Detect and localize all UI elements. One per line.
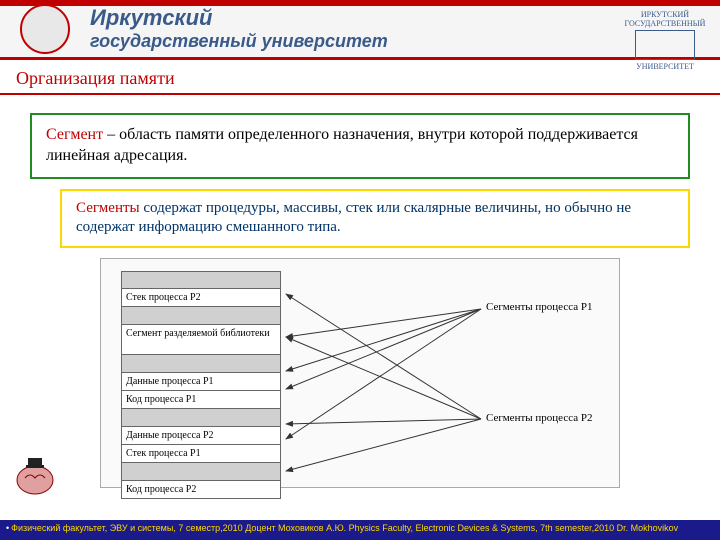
stack-row: Код процесса P1 bbox=[121, 391, 281, 409]
stack-row bbox=[121, 463, 281, 481]
logo-right-bottom-text: УНИВЕРСИТЕТ bbox=[620, 62, 710, 71]
footer-text: Физический факультет, ЭВУ и системы, 7 с… bbox=[11, 523, 678, 533]
logo-right-top-text: ИРКУТСКИЙ ГОСУДАРСТВЕННЫЙ bbox=[620, 10, 710, 28]
red-strip bbox=[0, 0, 720, 6]
stack-row: Сегмент разделяемой библиотеки bbox=[121, 325, 281, 355]
university-title: Иркутский государственный университет bbox=[90, 5, 388, 52]
stack-row bbox=[121, 355, 281, 373]
stack-row bbox=[121, 271, 281, 289]
section-title: Организация памяти bbox=[0, 60, 720, 95]
slide-footer: •Физический факультет, ЭВУ и системы, 7 … bbox=[0, 520, 720, 540]
uni-name-line1: Иркутский bbox=[90, 5, 388, 31]
memory-diagram: Стек процесса P2 Сегмент разделяемой библ… bbox=[100, 258, 620, 488]
stack-row: Стек процесса P1 bbox=[121, 445, 281, 463]
label-segments-p1: Сегменты процесса P1 bbox=[486, 301, 592, 313]
description-box: Сегменты содержат процедуры, массивы, ст… bbox=[60, 189, 690, 248]
memory-stack: Стек процесса P2 Сегмент разделяемой библ… bbox=[121, 271, 281, 499]
university-seal-icon bbox=[20, 4, 70, 54]
description-text: содержат процедуры, массивы, стек или ск… bbox=[76, 200, 631, 236]
stack-row bbox=[121, 307, 281, 325]
stack-row bbox=[121, 409, 281, 427]
description-keyword: Сегменты bbox=[76, 200, 140, 216]
slide-header: Иркутский государственный университет ИР… bbox=[0, 0, 720, 60]
footer-bullet-icon: • bbox=[6, 523, 9, 533]
stack-row: Данные процесса P1 bbox=[121, 373, 281, 391]
stack-row: Стек процесса P2 bbox=[121, 289, 281, 307]
brain-mascot-icon bbox=[10, 450, 60, 500]
definition-text: – область памяти определенного назначени… bbox=[46, 126, 638, 164]
uni-name-line2: государственный университет bbox=[90, 31, 388, 52]
definition-keyword: Сегмент bbox=[46, 126, 103, 143]
building-icon bbox=[635, 30, 695, 60]
stack-row: Данные процесса P2 bbox=[121, 427, 281, 445]
definition-box: Сегмент – область памяти определенного н… bbox=[30, 113, 690, 179]
stack-row: Код процесса P2 bbox=[121, 481, 281, 499]
label-segments-p2: Сегменты процесса P2 bbox=[486, 412, 592, 424]
university-logo-right: ИРКУТСКИЙ ГОСУДАРСТВЕННЫЙ УНИВЕРСИТЕТ bbox=[620, 10, 710, 60]
